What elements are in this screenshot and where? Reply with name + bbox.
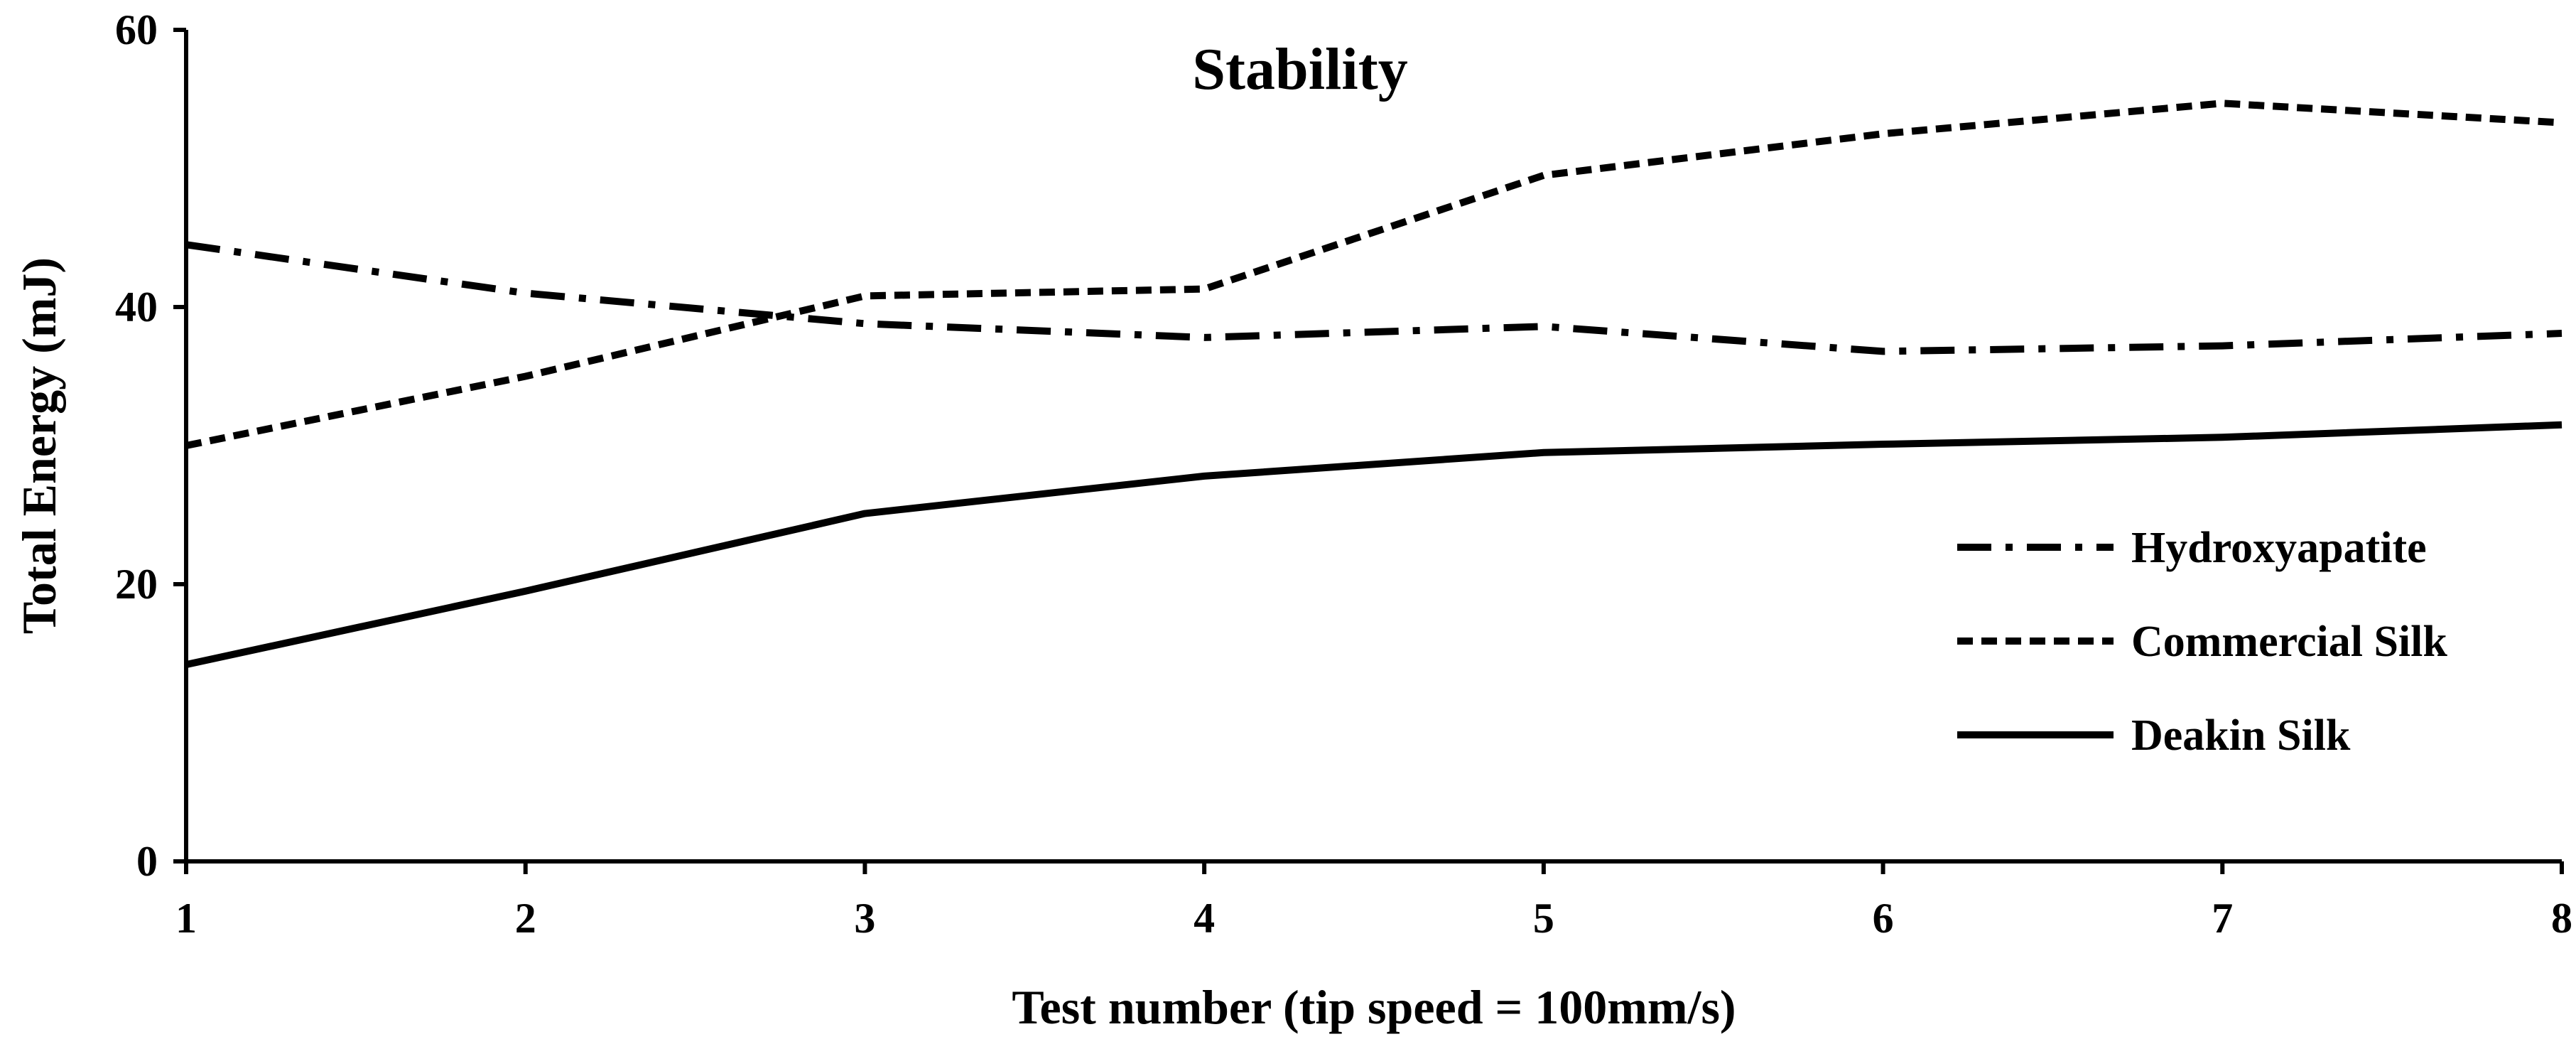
x-tick-label: 6: [1873, 895, 1894, 942]
legend: Hydroxyapatite Commercial Silk Deakin Silk: [1957, 524, 2447, 760]
y-tick-label: 60: [115, 6, 158, 53]
x-tick-label: 4: [1194, 895, 1215, 942]
x-tick-label: 5: [1533, 895, 1554, 942]
y-ticks: 0 20 40 60: [115, 6, 186, 885]
x-tick-label: 8: [2551, 895, 2572, 942]
y-axis-title: Total Energy (mJ): [12, 257, 66, 634]
x-tick-label: 1: [175, 895, 197, 942]
x-ticks: 1 2 3 4 5 6 7 8: [175, 861, 2572, 942]
series-group: [185, 99, 2563, 668]
x-tick-label: 2: [515, 895, 536, 942]
series-line-commercial-silk: [185, 99, 2563, 449]
series-line-deakin-silk: [185, 421, 2563, 668]
x-tick-label: 3: [854, 895, 875, 942]
legend-label: Commercial Silk: [2131, 618, 2447, 666]
chart-title: Stability: [1192, 36, 1407, 102]
y-tick-label: 0: [136, 838, 158, 885]
legend-label: Hydroxyapatite: [2131, 524, 2427, 572]
y-tick-label: 40: [115, 284, 158, 330]
x-axis-title: Test number (tip speed = 100mm/s): [1012, 980, 1736, 1034]
series-line-hydroxyapatite: [185, 241, 2563, 355]
legend-label: Deakin Silk: [2131, 711, 2351, 760]
y-tick-label: 20: [115, 561, 158, 608]
x-tick-label: 7: [2212, 895, 2233, 942]
